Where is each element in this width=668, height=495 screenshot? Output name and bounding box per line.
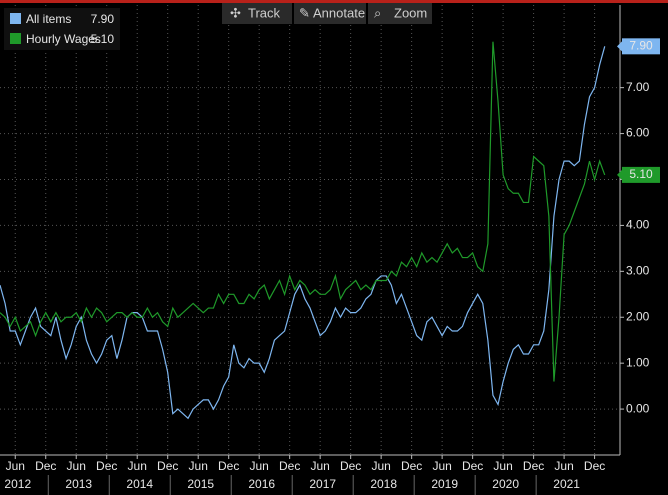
value-badge-label: 7.90 [629,38,653,52]
annotate-icon: ✎ [299,5,310,20]
year-label: 2013 [65,477,92,491]
y-tick-label: 0.00 [626,401,650,415]
x-tick-label: Jun [189,459,208,473]
value-badge-label: 5.10 [629,167,653,181]
legend-swatch [10,13,21,24]
series-line [0,46,606,420]
year-label: 2014 [126,477,153,491]
zoom-icon: ⌕ [374,5,381,20]
legend-label: Hourly Wages [26,32,101,46]
x-tick-label: Dec [35,459,56,473]
toolbar: ✣ Track ✎ Annotate ⌕ Zoom [222,3,432,24]
top-bar [0,0,668,3]
x-tick-label: Jun [6,459,25,473]
value-badge-arrow [617,169,622,180]
x-tick-label: Dec [157,459,178,473]
legend-box [4,8,120,50]
annotate-label: Annotate [313,5,365,20]
track-label: Track [248,5,281,20]
value-badge [622,166,660,183]
legend-value: 7.90 [91,12,115,26]
x-tick-label: Jun [371,459,390,473]
series-line [0,41,606,382]
y-tick-label: 6.00 [626,126,650,140]
axes: 0.001.002.003.004.005.006.007.00JunDecJu… [0,5,660,495]
y-tick-label: 7.00 [626,80,650,94]
x-tick-label: Dec [218,459,239,473]
y-tick-label: 4.00 [626,218,650,232]
track-icon: ✣ [230,5,241,20]
year-label: 2017 [309,477,336,491]
x-tick-label: Jun [432,459,451,473]
y-tick-label: 1.00 [626,355,650,369]
year-label: 2015 [187,477,214,491]
legend-swatch [10,33,21,44]
year-label: 2021 [553,477,580,491]
legend-value: 5.10 [91,32,115,46]
legend-label: All items [26,12,71,26]
x-tick-label: Dec [584,459,605,473]
x-tick-label: Jun [310,459,329,473]
year-label: 2016 [248,477,275,491]
zoom-button[interactable] [368,3,432,24]
value-badge-arrow [617,41,622,52]
x-tick-label: Dec [340,459,361,473]
x-tick-label: Dec [401,459,422,473]
annotate-button[interactable] [294,3,366,24]
x-tick-label: Dec [279,459,300,473]
zoom-label: Zoom [394,5,427,20]
legend: All items 7.90 Hourly Wages 5.10 [4,8,120,50]
x-tick-label: Jun [493,459,512,473]
year-label: 2019 [431,477,458,491]
lines [0,41,606,420]
y-tick-label: 2.00 [626,309,650,323]
grid [0,5,620,455]
track-button[interactable] [222,3,292,24]
x-tick-label: Dec [523,459,544,473]
x-tick-label: Jun [554,459,573,473]
year-label: 2018 [370,477,397,491]
value-badge [622,38,660,55]
x-tick-label: Dec [462,459,483,473]
x-tick-label: Jun [128,459,147,473]
year-label: 2020 [492,477,519,491]
x-tick-label: Dec [96,459,117,473]
year-label: 2012 [4,477,31,491]
y-tick-label: 3.00 [626,263,650,277]
x-tick-label: Jun [250,459,269,473]
x-tick-label: Jun [67,459,86,473]
